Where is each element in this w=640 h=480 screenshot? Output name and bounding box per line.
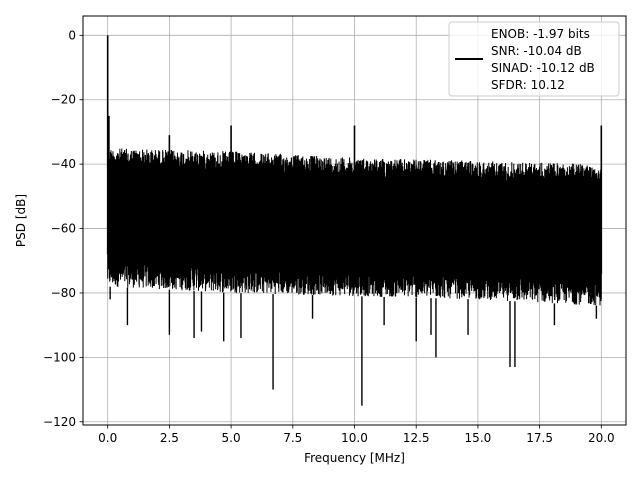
legend-entry-enob: ENOB: -1.97 bits [491,27,590,41]
legend-entry-sinad: SINAD: -10.12 dB [491,61,595,75]
x-tick-label: 10.0 [341,431,368,445]
y-tick-label: −120 [43,415,76,429]
y-tick-label: −20 [51,93,76,107]
y-axis-label: PSD [dB] [14,194,28,247]
legend-entry-snr: SNR: -10.04 dB [491,44,582,58]
y-tick-label: −80 [51,286,76,300]
legend-entry-sfdr: SFDR: 10.12 [491,78,565,92]
y-tick-label: −100 [43,350,76,364]
x-axis-label: Frequency [MHz] [304,451,405,465]
x-tick-label: 15.0 [465,431,492,445]
x-tick-label: 2.5 [160,431,179,445]
y-tick-label: 0 [68,28,76,42]
legend: ENOB: -1.97 bits SNR: -10.04 dB SINAD: -… [448,21,620,97]
x-tick-label: 20.0 [588,431,615,445]
psd-series [106,35,603,406]
x-tick-label: 17.5 [526,431,553,445]
axis-ticks: 0.0 2.5 5.0 7.5 10.0 12.5 15.0 17.5 20.0 0 −20 −40 −… [43,28,615,445]
legend-box [448,21,620,97]
x-tick-label: 5.0 [222,431,241,445]
x-tick-label: 0.0 [98,431,117,445]
y-tick-label: −60 [51,222,76,236]
y-tick-label: −40 [51,157,76,171]
x-tick-label: 12.5 [403,431,430,445]
x-tick-label: 7.5 [283,431,302,445]
